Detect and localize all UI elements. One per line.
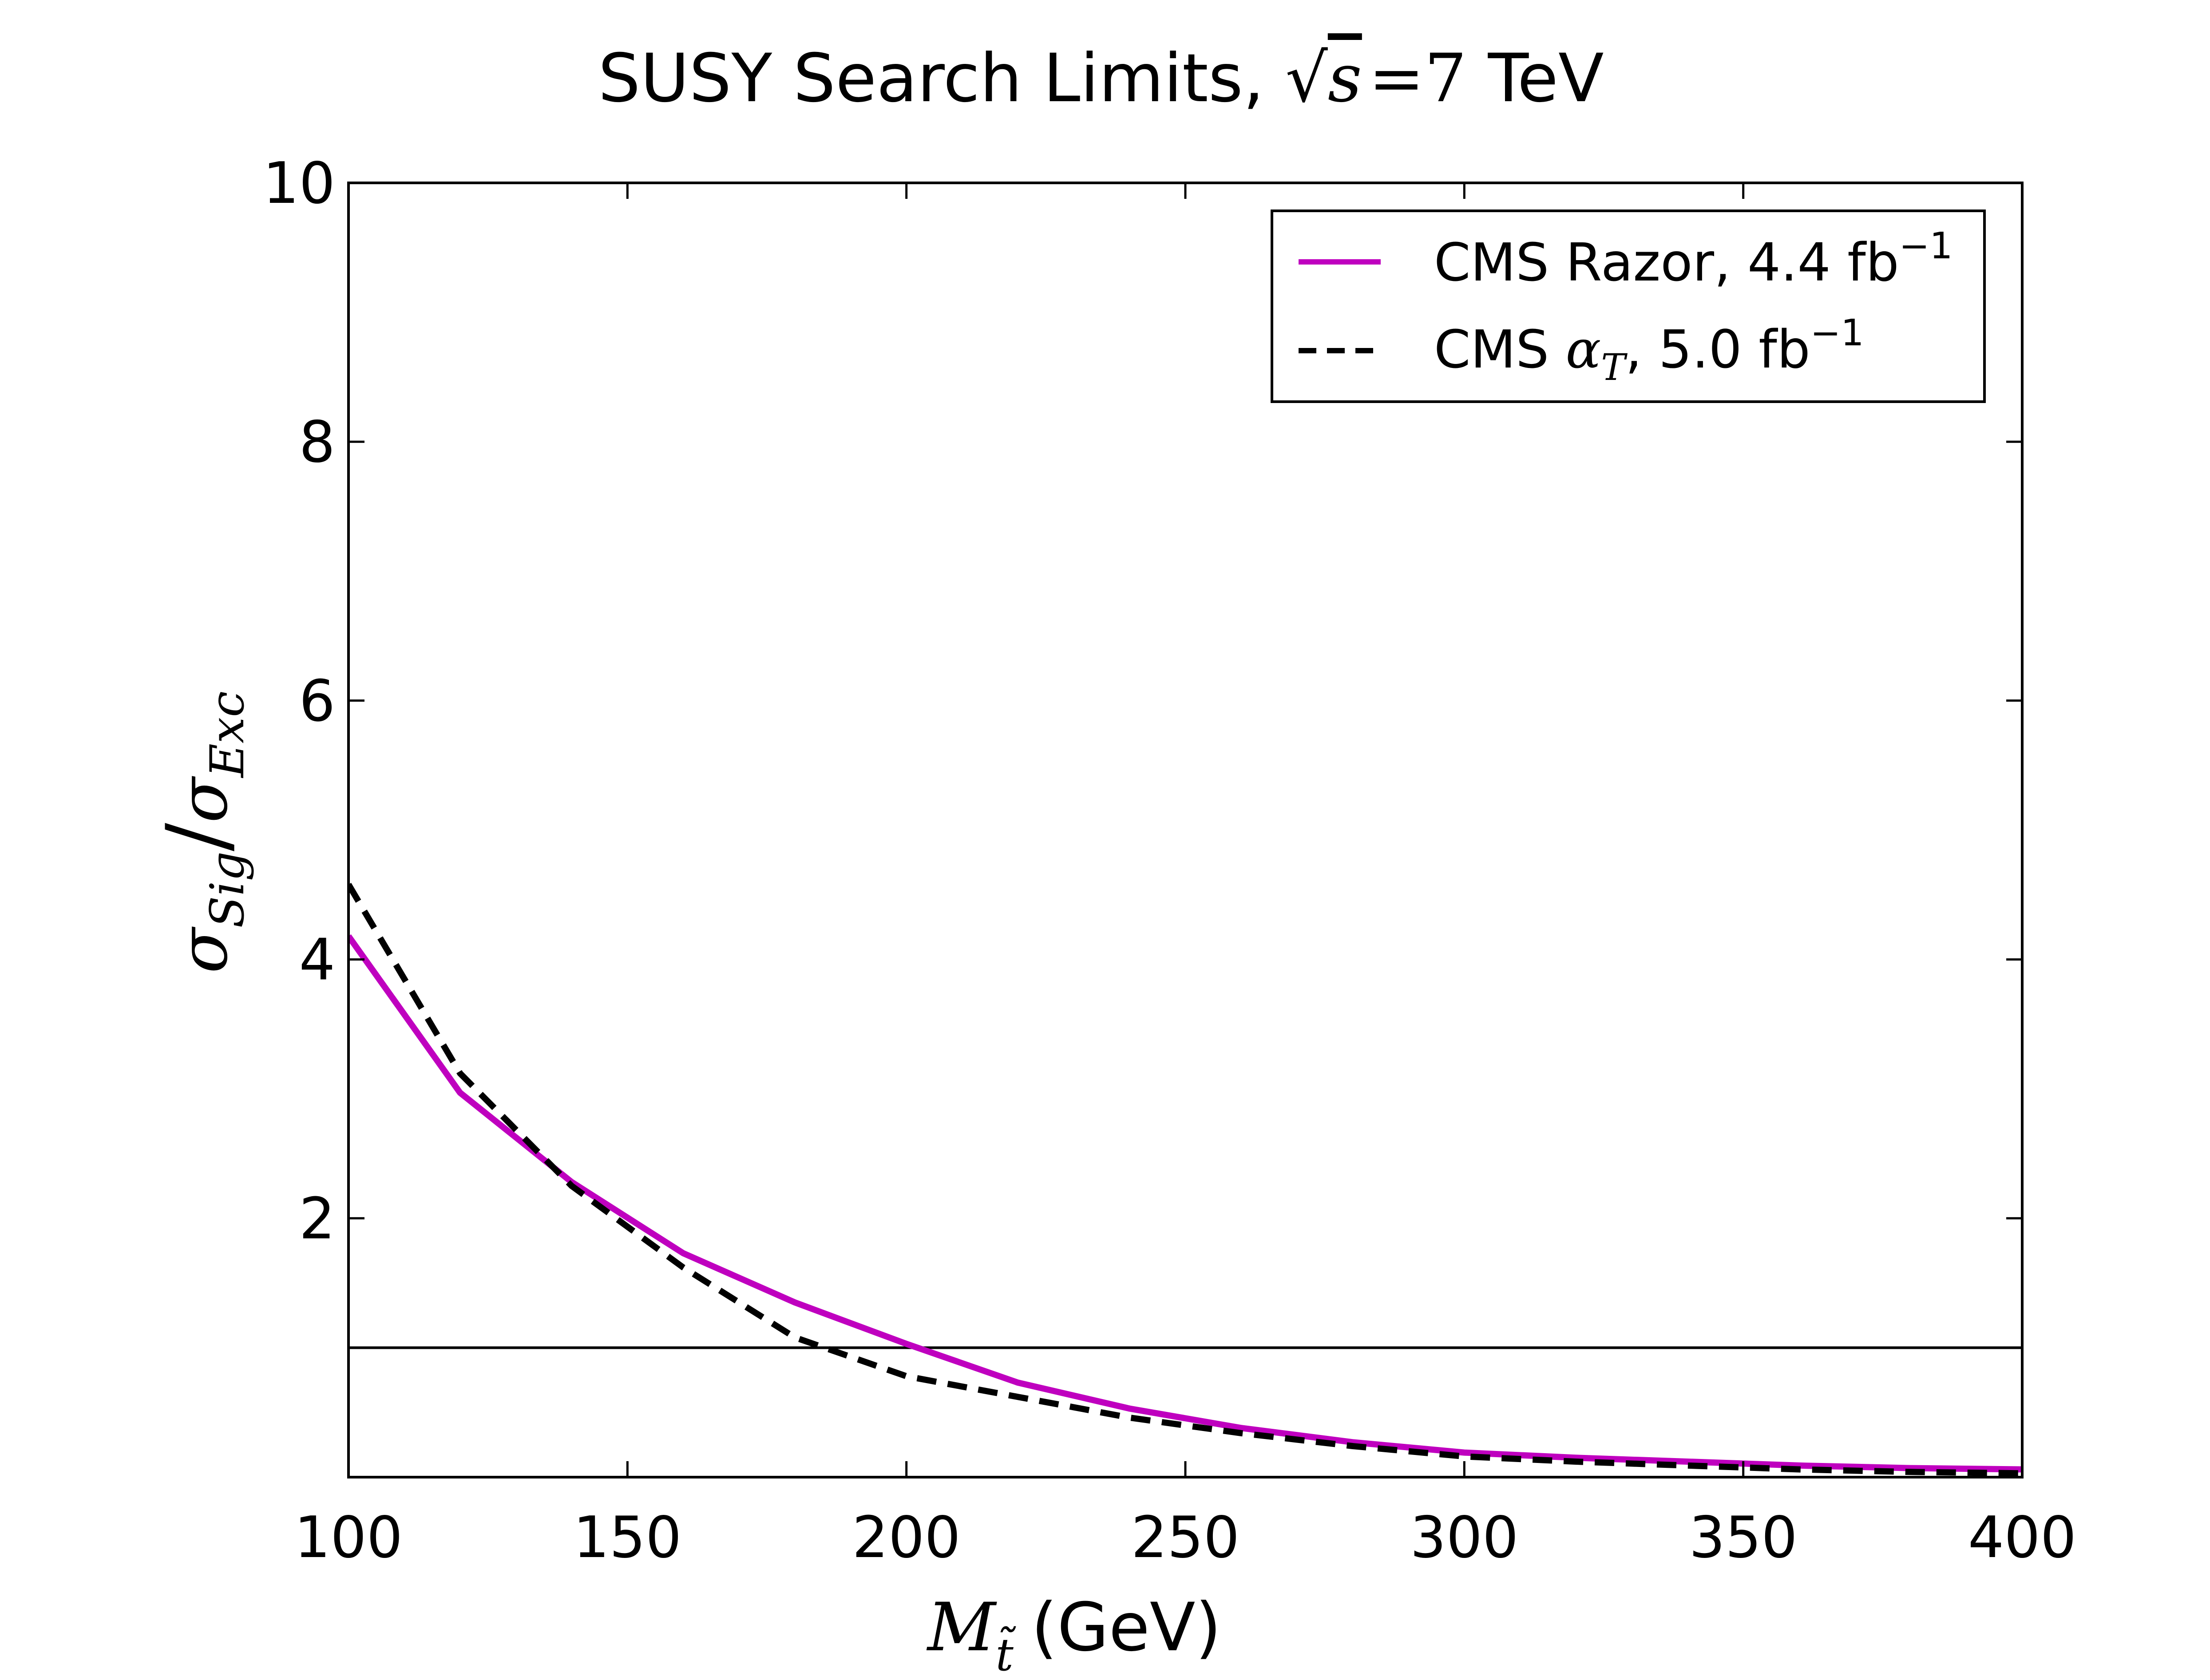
x-tick-label: 100	[294, 1505, 403, 1571]
legend-label-razor-sup: −1	[1899, 225, 1953, 267]
legend-label-alphat-var: α	[1566, 319, 1601, 380]
legend-label-razor: CMS Razor, 4.4 fb−1	[1434, 225, 1953, 293]
y-axis-den-var: σ	[165, 776, 242, 823]
x-tick-label: 400	[1968, 1505, 2076, 1571]
title-sqrt-var: s	[1328, 40, 1362, 117]
x-tick-label: 300	[1410, 1505, 1518, 1571]
series-line-1	[349, 882, 2022, 1477]
x-axis-subscript: t̃	[996, 1626, 1017, 1680]
chart-title: SUSY Search Limits, √s =7 TeV	[598, 40, 1604, 117]
y-tick-label: 2	[299, 1186, 335, 1252]
x-tick-label: 150	[573, 1505, 681, 1571]
title-value: 7	[1425, 40, 1467, 117]
plot-area: 100 150 200 250 300 350 400 2 4 6 8 10	[263, 150, 2076, 1571]
y-axis-slash: /	[148, 822, 246, 851]
legend-label-alphat-sup: −1	[1810, 312, 1864, 354]
x-axis-unit: (GeV)	[1031, 1589, 1221, 1666]
title-sqrt-sign: √	[1285, 40, 1328, 117]
legend-label-razor-text: CMS Razor, 4.4 fb	[1434, 232, 1899, 293]
legend-label-alphat-sub: T	[1601, 347, 1628, 389]
y-axis-den-sub: Exc	[200, 691, 254, 779]
y-tick-label: 8	[299, 409, 335, 475]
title-prefix: SUSY Search Limits,	[598, 40, 1285, 117]
y-tick-label: 4	[299, 927, 335, 993]
y-axis-title: σSig/σExc	[148, 691, 254, 973]
x-tick-label: 350	[1689, 1505, 1798, 1571]
legend-box	[1271, 210, 1986, 403]
y-axis-num-sub: Sig	[200, 851, 254, 928]
x-tick-label: 250	[1131, 1505, 1240, 1571]
x-axis-var: M	[926, 1589, 997, 1666]
legend-label-alphat-prefix: CMS	[1434, 319, 1566, 380]
title-equals: =	[1369, 40, 1425, 117]
x-axis-title: Mt̃ (GeV)	[926, 1589, 1221, 1680]
y-tick-label: 6	[299, 668, 335, 734]
title-unit: TeV	[1467, 40, 1604, 117]
legend: CMS Razor, 4.4 fb−1 CMS αT, 5.0 fb−1	[1271, 210, 1986, 403]
legend-label-alphat: CMS αT, 5.0 fb−1	[1434, 312, 1864, 389]
y-axis-num-var: σ	[165, 926, 242, 973]
x-tick-label: 200	[852, 1505, 961, 1571]
legend-label-alphat-text: , 5.0 fb	[1625, 319, 1810, 380]
y-tick-label: 10	[263, 150, 335, 217]
